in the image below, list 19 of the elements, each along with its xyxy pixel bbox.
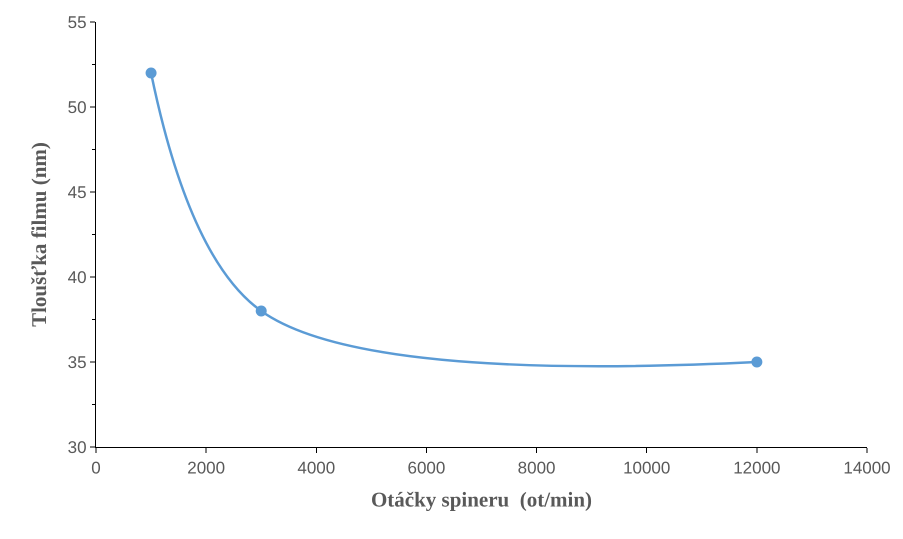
- x-tick-label: 10000: [623, 458, 670, 478]
- y-tick-label: 35: [68, 352, 87, 372]
- point: [146, 68, 157, 78]
- x-tick-label: 0: [91, 458, 101, 478]
- x-tick-label: 12000: [733, 458, 780, 478]
- x-axis-title: Otáčky spineru (ot/min): [370, 488, 592, 512]
- point: [751, 356, 762, 368]
- x-tick-label: 6000: [408, 458, 446, 478]
- x-tick-label: 2000: [187, 458, 226, 478]
- x-tick-label: 14000: [843, 458, 891, 478]
- point: [256, 306, 267, 316]
- y-tick-label: 50: [68, 98, 87, 117]
- y-tick-label: 55: [68, 12, 87, 32]
- x-tick-label: 4000: [297, 458, 336, 478]
- y-axis-title: Tloušťka filmu (nm): [26, 142, 51, 327]
- y-tick-label: 45: [68, 182, 87, 202]
- y-tick-label: 40: [68, 268, 87, 287]
- x-tick-label: 8000: [518, 458, 556, 478]
- y-tick-label: 30: [68, 438, 87, 457]
